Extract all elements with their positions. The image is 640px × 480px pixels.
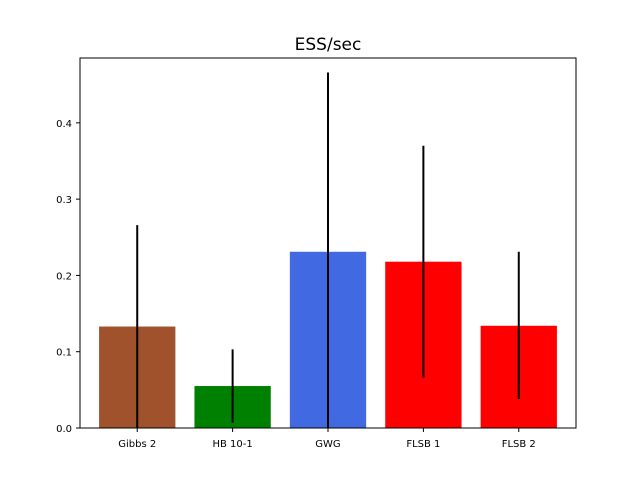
y-tick-label: 0.3 <box>56 195 72 206</box>
x-tick-label: Gibbs 2 <box>118 439 156 450</box>
y-tick-label: 0.1 <box>56 348 72 359</box>
x-tick-label: GWG <box>315 439 340 450</box>
x-tick-label: HB 10-1 <box>212 439 252 450</box>
y-axis: 0.0 0.1 0.2 0.3 0.4 <box>56 119 80 435</box>
chart-title: ESS/sec <box>295 35 362 55</box>
y-tick-label: 0.4 <box>56 119 72 130</box>
x-tick-label: FLSB 2 <box>502 439 536 450</box>
y-tick-label: 0.2 <box>56 271 72 282</box>
error-bars-group <box>136 72 520 428</box>
plot-frame <box>79 57 577 429</box>
y-tick-label: 0.0 <box>56 424 72 435</box>
x-tick-label: FLSB 1 <box>406 439 440 450</box>
x-axis: Gibbs 2 HB 10-1 GWG FLSB 1 FLSB 2 <box>118 428 536 450</box>
